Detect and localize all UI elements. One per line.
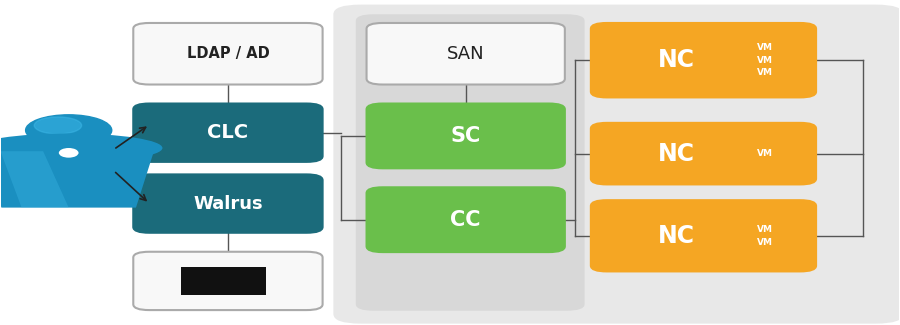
Polygon shape: [0, 151, 154, 208]
Text: Walrus: Walrus: [194, 195, 263, 213]
Text: LDAP / AD: LDAP / AD: [186, 46, 269, 61]
FancyBboxPatch shape: [133, 252, 322, 310]
Text: NC: NC: [658, 142, 695, 166]
Text: VM: VM: [757, 149, 773, 158]
Text: CLC: CLC: [207, 123, 248, 142]
FancyBboxPatch shape: [133, 23, 322, 84]
FancyBboxPatch shape: [133, 104, 322, 162]
Circle shape: [34, 117, 82, 134]
FancyBboxPatch shape: [333, 5, 900, 324]
FancyBboxPatch shape: [181, 267, 266, 294]
FancyBboxPatch shape: [591, 123, 816, 184]
FancyBboxPatch shape: [366, 104, 565, 168]
Circle shape: [25, 115, 112, 146]
Text: NC: NC: [658, 48, 695, 72]
FancyBboxPatch shape: [591, 23, 816, 98]
FancyBboxPatch shape: [356, 14, 585, 311]
Text: VM
VM: VM VM: [757, 225, 773, 247]
Text: VM
VM
VM: VM VM VM: [757, 43, 773, 77]
Polygon shape: [1, 151, 68, 208]
Text: NC: NC: [658, 224, 695, 248]
FancyBboxPatch shape: [366, 187, 565, 252]
Text: SAN: SAN: [447, 45, 484, 63]
FancyBboxPatch shape: [133, 175, 322, 233]
Ellipse shape: [0, 134, 162, 162]
FancyBboxPatch shape: [366, 23, 565, 84]
Text: CC: CC: [451, 210, 481, 230]
Ellipse shape: [58, 148, 78, 158]
FancyBboxPatch shape: [591, 200, 816, 271]
Text: SC: SC: [451, 126, 481, 146]
